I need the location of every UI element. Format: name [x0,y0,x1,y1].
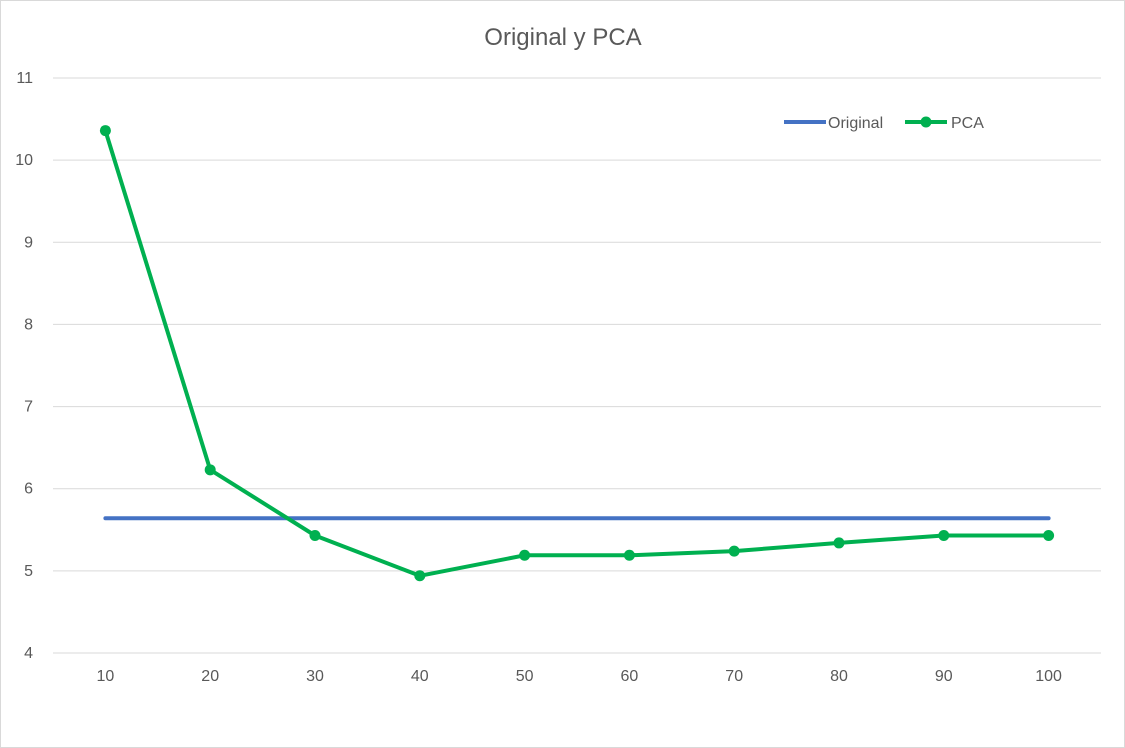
data-point-pca [309,530,321,542]
chart-title: Original y PCA [484,24,641,51]
legend-marker-pca [920,116,932,128]
series-line-pca [103,128,1051,578]
y-tick-label: 10 [15,152,33,169]
x-tick-label: 30 [306,668,324,685]
y-tick-label: 8 [24,316,33,333]
x-tick-label: 80 [830,668,848,685]
x-tick-label: 100 [1035,668,1062,685]
data-point-pca [1043,530,1055,542]
y-tick-label: 11 [16,70,33,87]
x-tick-label: 90 [935,668,953,685]
y-tick-label: 4 [24,645,33,662]
x-tick-label: 40 [411,668,429,685]
data-point-pca [414,570,426,582]
legend: Original PCA [784,115,984,132]
x-axis: 10 20 30 40 50 60 70 80 90 100 [97,668,1063,685]
legend-label-pca: PCA [951,115,984,132]
x-tick-label: 20 [201,668,219,685]
y-tick-label: 7 [24,399,33,416]
y-axis: 4 5 6 7 8 9 10 11 [15,70,33,662]
data-point-pca [623,549,635,561]
y-tick-label: 9 [24,234,33,251]
gridlines [53,77,1101,654]
plot-area [99,125,1055,582]
legend-label-original: Original [828,115,883,132]
x-tick-label: 70 [725,668,743,685]
data-point-pca [833,537,845,549]
data-point-pca [728,545,740,557]
y-tick-label: 6 [24,481,33,498]
x-tick-label: 10 [97,668,115,685]
data-point-pca [99,125,111,137]
data-point-pca [204,464,216,476]
x-tick-label: 60 [621,668,639,685]
data-point-pca [519,549,531,561]
data-point-pca [938,530,950,542]
x-tick-label: 50 [516,668,534,685]
y-tick-label: 5 [24,563,33,580]
